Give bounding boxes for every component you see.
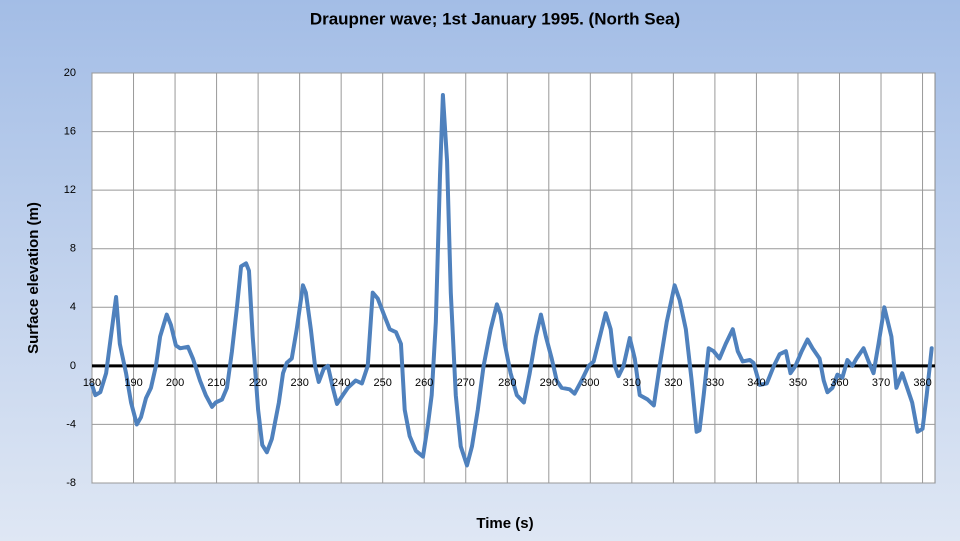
x-tick-label: 270 — [457, 377, 475, 389]
x-tick-label: 200 — [166, 377, 184, 389]
x-tick-label: 320 — [664, 377, 682, 389]
x-tick-label: 300 — [581, 377, 599, 389]
line-series — [90, 92, 934, 468]
x-tick-label: 280 — [498, 377, 516, 389]
x-tick-label: 360 — [830, 377, 848, 389]
x-tick-label: 180 — [83, 377, 101, 389]
y-tick-label: 4 — [70, 301, 76, 313]
y-axis-label: Surface elevation (m) — [25, 202, 42, 354]
x-tick-label: 340 — [747, 377, 765, 389]
x-tick-label: 260 — [415, 377, 433, 389]
y-tick-label: 20 — [64, 67, 76, 79]
x-tick-label: 220 — [249, 377, 267, 389]
x-tick-label: 230 — [290, 377, 308, 389]
x-tick-label: 210 — [207, 377, 225, 389]
x-tick-label: 330 — [706, 377, 724, 389]
y-tick-label: 0 — [70, 360, 76, 372]
x-tick-label: 310 — [623, 377, 641, 389]
x-tick-label: 380 — [913, 377, 931, 389]
y-tick-label: 12 — [64, 184, 76, 196]
x-tick-label: 370 — [872, 377, 890, 389]
x-tick-label: 350 — [789, 377, 807, 389]
y-tick-label: -8 — [66, 477, 76, 489]
y-tick-label: 16 — [64, 125, 76, 137]
y-tick-label: -4 — [66, 418, 76, 430]
x-tick-label: 290 — [540, 377, 558, 389]
plot-area — [91, 72, 936, 484]
x-axis-label: Time (s) — [476, 515, 533, 532]
x-tick-label: 190 — [124, 377, 142, 389]
x-tick-label: 250 — [374, 377, 392, 389]
chart-title: Draupner wave; 1st January 1995. (North … — [310, 9, 680, 28]
x-tick-label: 240 — [332, 377, 350, 389]
y-tick-label: 8 — [70, 243, 76, 255]
